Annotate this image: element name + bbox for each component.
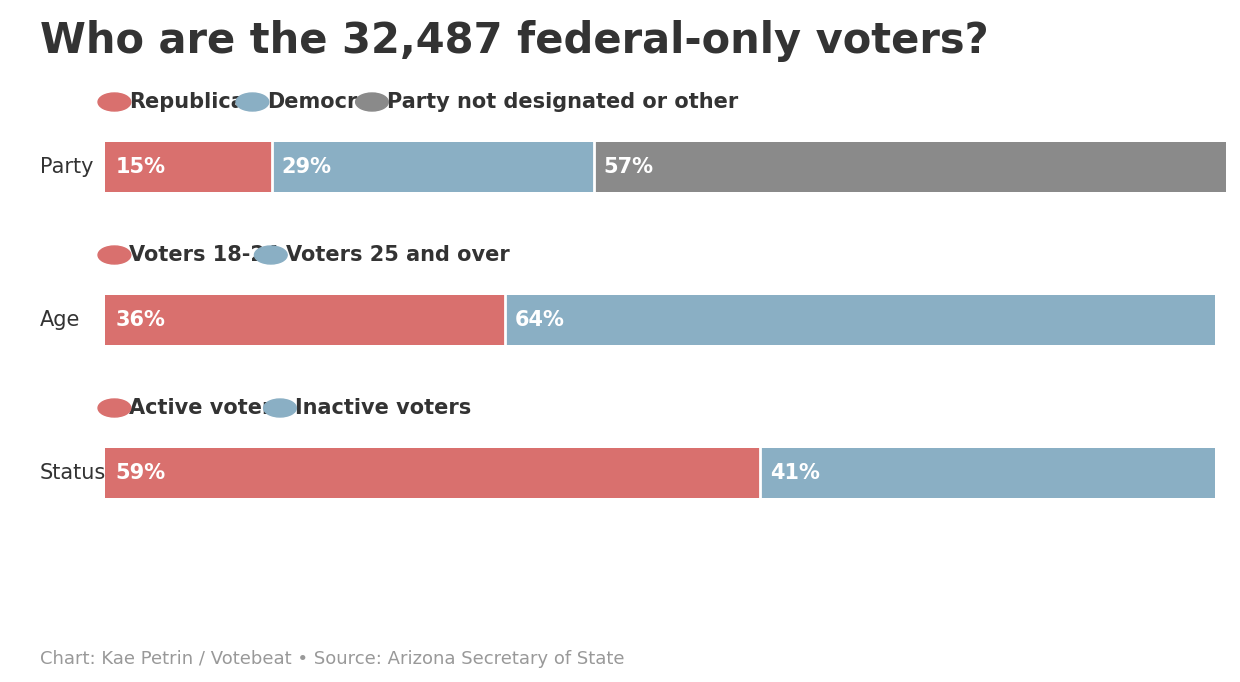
Text: 29%: 29% <box>281 157 332 177</box>
Text: 59%: 59% <box>115 463 165 483</box>
Text: 57%: 57% <box>604 157 653 177</box>
Bar <box>105 142 272 192</box>
Bar <box>505 295 1215 345</box>
Text: Voters 25 and over: Voters 25 and over <box>285 245 510 265</box>
Circle shape <box>98 93 130 111</box>
Text: Age: Age <box>40 310 81 330</box>
Text: 15%: 15% <box>115 157 165 177</box>
Bar <box>594 142 1226 192</box>
Text: Voters 18-24: Voters 18-24 <box>129 245 280 265</box>
Bar <box>105 295 505 345</box>
Text: Status: Status <box>40 463 107 483</box>
Circle shape <box>264 399 296 417</box>
Circle shape <box>98 399 130 417</box>
Text: Chart: Kae Petrin / Votebeat • Source: Arizona Secretary of State: Chart: Kae Petrin / Votebeat • Source: A… <box>40 650 625 668</box>
Text: Inactive voters: Inactive voters <box>295 398 471 418</box>
Text: 64%: 64% <box>515 310 564 330</box>
Text: Party not designated or other: Party not designated or other <box>387 92 738 112</box>
Circle shape <box>254 246 288 264</box>
Text: 36%: 36% <box>115 310 165 330</box>
Circle shape <box>236 93 269 111</box>
Bar <box>105 448 760 498</box>
Text: 41%: 41% <box>770 463 820 483</box>
Text: Republican: Republican <box>129 92 260 112</box>
Text: Party: Party <box>40 157 93 177</box>
Bar <box>760 448 1215 498</box>
Bar <box>272 142 594 192</box>
Circle shape <box>356 93 388 111</box>
Text: Who are the 32,487 federal-only voters?: Who are the 32,487 federal-only voters? <box>40 20 988 62</box>
Circle shape <box>98 246 130 264</box>
Text: Democrat: Democrat <box>268 92 382 112</box>
Text: Active voters: Active voters <box>129 398 285 418</box>
